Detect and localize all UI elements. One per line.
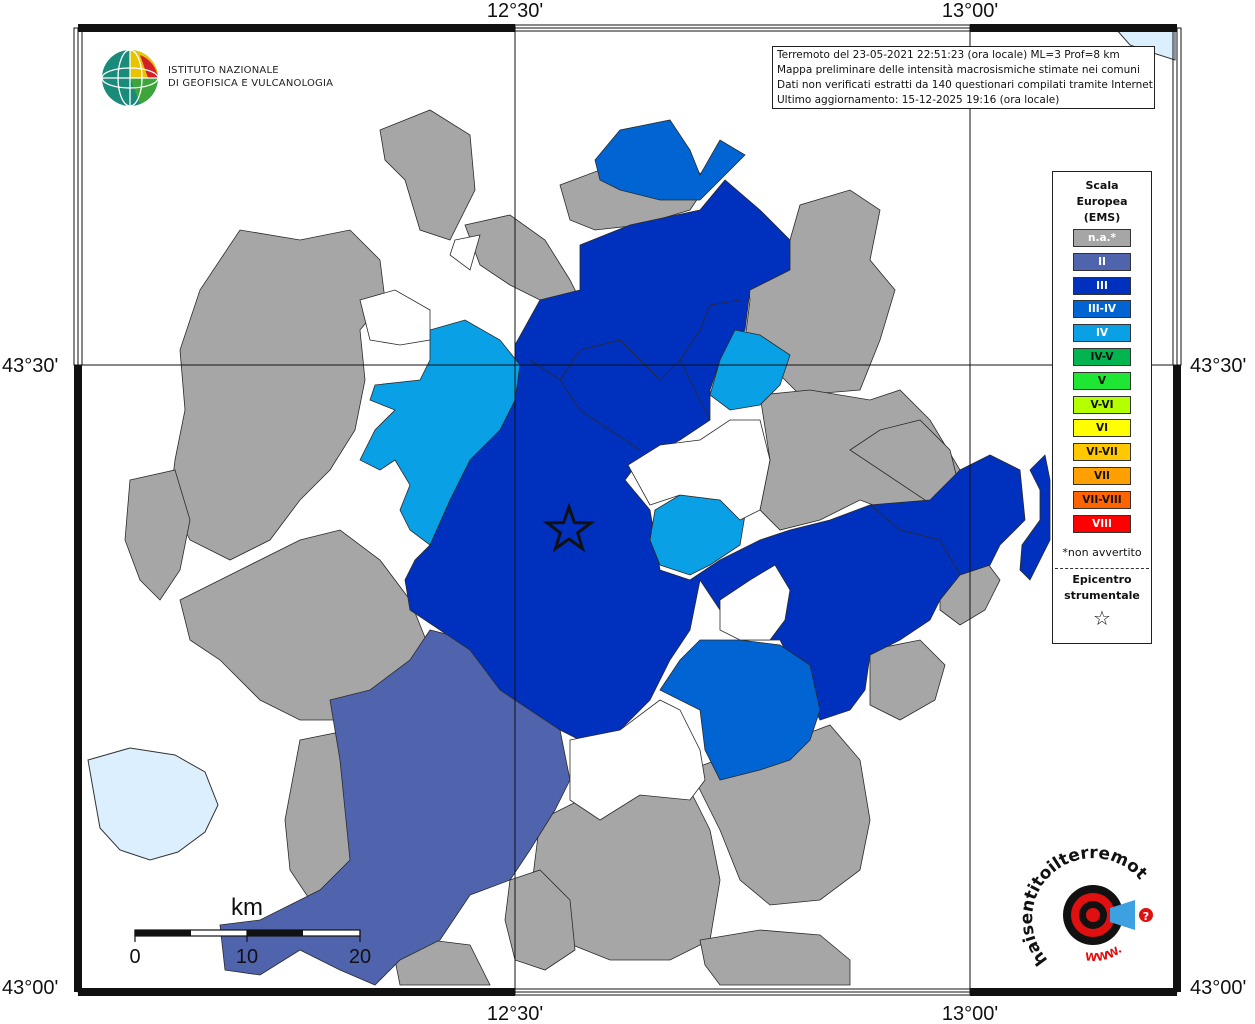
region-intensity-III bbox=[1019, 454, 1051, 581]
legend-item: III-IV bbox=[1073, 300, 1131, 319]
scale-unit: km bbox=[231, 894, 263, 921]
graticule bbox=[78, 28, 1177, 992]
event-info-box: Terremoto del 23-05-2021 22:51:23 (ora l… bbox=[772, 46, 1155, 109]
legend-title-line-2: Europea bbox=[1076, 195, 1128, 208]
star-icon bbox=[542, 502, 596, 553]
legend-epicenter-line-2: strumentale bbox=[1064, 589, 1140, 602]
region-intensity-III-IV bbox=[594, 119, 746, 201]
scale-bar bbox=[134, 929, 361, 942]
grid-label-right-2: 43°00' bbox=[1190, 977, 1246, 999]
event-info-line-3: Dati non verificati estratti da 140 ques… bbox=[777, 79, 1155, 91]
legend-item: II bbox=[1073, 252, 1131, 271]
region-intensity-IV bbox=[359, 319, 521, 546]
legend: Scala Europea (EMS) n.a.* II III III-IV IV IV… bbox=[1052, 171, 1152, 644]
grid-label-top-2: 13°00' bbox=[942, 0, 998, 22]
legend-item: VI bbox=[1073, 419, 1131, 438]
event-info-line-4: Ultimo aggiornamento: 15-12-2025 19:16 (… bbox=[777, 94, 1060, 106]
region-no-data bbox=[359, 234, 791, 821]
region-intensity-III bbox=[404, 179, 1026, 746]
globe-icon bbox=[101, 49, 159, 107]
event-info-line-2: Mappa preliminare delle intensità macros… bbox=[777, 64, 1140, 76]
legend-item: V-VI bbox=[1073, 395, 1131, 414]
grid-label-left-1: 43°30' bbox=[2, 355, 58, 377]
legend-item: n.a.* bbox=[1073, 229, 1131, 247]
legend-item: III bbox=[1073, 276, 1131, 295]
legend-epicenter-label: Epicentro strumentale bbox=[1053, 572, 1151, 604]
legend-item: IV-V bbox=[1073, 348, 1131, 366]
scale-tick-10: 10 bbox=[236, 946, 258, 968]
logo-question: ? bbox=[1143, 910, 1149, 923]
legend-note: *non avvertito bbox=[1062, 546, 1142, 559]
legend-star-icon: ☆ bbox=[1093, 606, 1111, 630]
legend-item: IV bbox=[1073, 324, 1131, 343]
scale-tick-20: 20 bbox=[349, 946, 371, 968]
legend-item: VII bbox=[1073, 467, 1131, 485]
lake-trasimeno bbox=[87, 747, 219, 861]
grid-label-top-1: 12°30' bbox=[487, 0, 543, 22]
legend-divider bbox=[1055, 568, 1149, 569]
ingv-line-1: ISTITUTO NAZIONALE bbox=[168, 65, 279, 76]
ingv-line-2: DI GEOFISICA E VULCANOLOGIA bbox=[168, 78, 334, 89]
grid-label-bottom-1: 12°30' bbox=[487, 1003, 543, 1024]
legend-item: VII-VIII bbox=[1073, 490, 1131, 509]
region-intensity-IV bbox=[709, 329, 791, 411]
grid-label-bottom-2: 13°00' bbox=[942, 1003, 998, 1024]
municipality-borders bbox=[529, 299, 961, 576]
legend-item: VIII bbox=[1073, 514, 1131, 533]
map-frame bbox=[73, 24, 1182, 996]
grid-label-right-1: 43°30' bbox=[1190, 355, 1246, 377]
event-info-line-1: Terremoto del 23-05-2021 22:51:23 (ora l… bbox=[777, 49, 1120, 61]
legend-title-line-1: Scala bbox=[1085, 179, 1119, 192]
scale-tick-0: 0 bbox=[129, 946, 140, 968]
ingv-name: ISTITUTO NAZIONALE DI GEOFISICA E VULCAN… bbox=[168, 64, 333, 90]
legend-title: Scala Europea (EMS) bbox=[1053, 178, 1151, 226]
grid-label-left-2: 43°00' bbox=[2, 977, 58, 999]
logo-url: WWW. bbox=[1085, 943, 1125, 964]
legend-epicenter-line-1: Epicentro bbox=[1072, 573, 1132, 586]
legend-item: V bbox=[1073, 371, 1131, 390]
legend-title-line-3: (EMS) bbox=[1083, 211, 1121, 224]
region-intensity-III-IV bbox=[659, 639, 821, 781]
legend-item: VI-VII bbox=[1073, 443, 1131, 462]
